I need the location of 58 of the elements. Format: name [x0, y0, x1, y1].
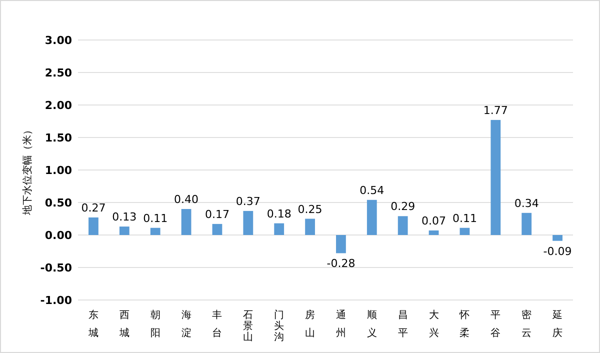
data-label: 0.11 [143, 212, 168, 225]
data-label: 0.37 [236, 194, 260, 208]
data-label: 0.40 [174, 193, 199, 206]
x-tick-label: 门头沟 [274, 309, 284, 343]
x-tick-label: 西城 [118, 310, 130, 339]
x-tick-label: 昌平 [398, 310, 408, 339]
x-tick-label: 东城 [87, 309, 98, 339]
bar [552, 235, 562, 241]
data-label: 0.25 [298, 202, 322, 216]
x-tick-label: 朝阳 [150, 309, 160, 339]
bar [460, 228, 470, 235]
data-label: 0.18 [266, 207, 292, 220]
x-tick-label: 海淀 [181, 309, 192, 339]
bar [366, 200, 377, 235]
x-tick-label: 怀柔 [458, 309, 470, 339]
bar [398, 216, 408, 235]
bar [181, 209, 192, 235]
data-label: 0.29 [390, 200, 416, 214]
x-tick-label: 顺义 [366, 310, 377, 339]
x-tick-label: 通州 [336, 309, 346, 339]
y-tick-label: 1.00 [44, 164, 72, 177]
data-label: -0.09 [543, 244, 572, 258]
data-label: -0.28 [326, 257, 356, 270]
x-tick-label: 平谷 [490, 310, 501, 339]
data-label: 1.77 [483, 104, 508, 117]
data-label: 0.13 [112, 210, 137, 224]
bar [336, 235, 346, 254]
y-axis-title: 地下水位变幅（米） [22, 125, 34, 216]
bar [212, 224, 222, 235]
x-tick-label: 密云 [522, 309, 532, 339]
bar [428, 230, 439, 235]
data-label: 0.34 [514, 196, 539, 210]
y-tick-label: 0.50 [44, 196, 72, 210]
x-tick-label: 延庆 [552, 309, 563, 339]
data-label: 0.54 [360, 184, 384, 197]
y-tick-label: 3.00 [44, 34, 72, 47]
bar [305, 218, 315, 235]
x-tick-label: 石景山 [243, 310, 254, 343]
data-label: 0.07 [422, 214, 446, 228]
bar [119, 226, 130, 235]
data-label: 0.27 [81, 201, 106, 214]
x-tick-label: 丰台 [212, 309, 222, 339]
x-tick-label: 大兴 [428, 309, 439, 339]
y-tick-label: 2.00 [44, 98, 72, 112]
x-tick-label: 房山 [305, 309, 316, 339]
data-label: 0.11 [452, 212, 477, 225]
data-label: 0.17 [204, 208, 230, 221]
bar [88, 217, 98, 235]
y-tick-label: 2.50 [44, 66, 72, 80]
bar [150, 228, 160, 235]
bar [274, 223, 284, 235]
bar [490, 120, 501, 235]
bar [243, 210, 254, 235]
y-tick-label: 1.50 [44, 131, 72, 144]
y-tick-label: -1.00 [40, 294, 72, 307]
y-tick-label: 0.00 [44, 228, 72, 242]
y-tick-label: -0.50 [40, 261, 72, 274]
bar [522, 212, 532, 235]
